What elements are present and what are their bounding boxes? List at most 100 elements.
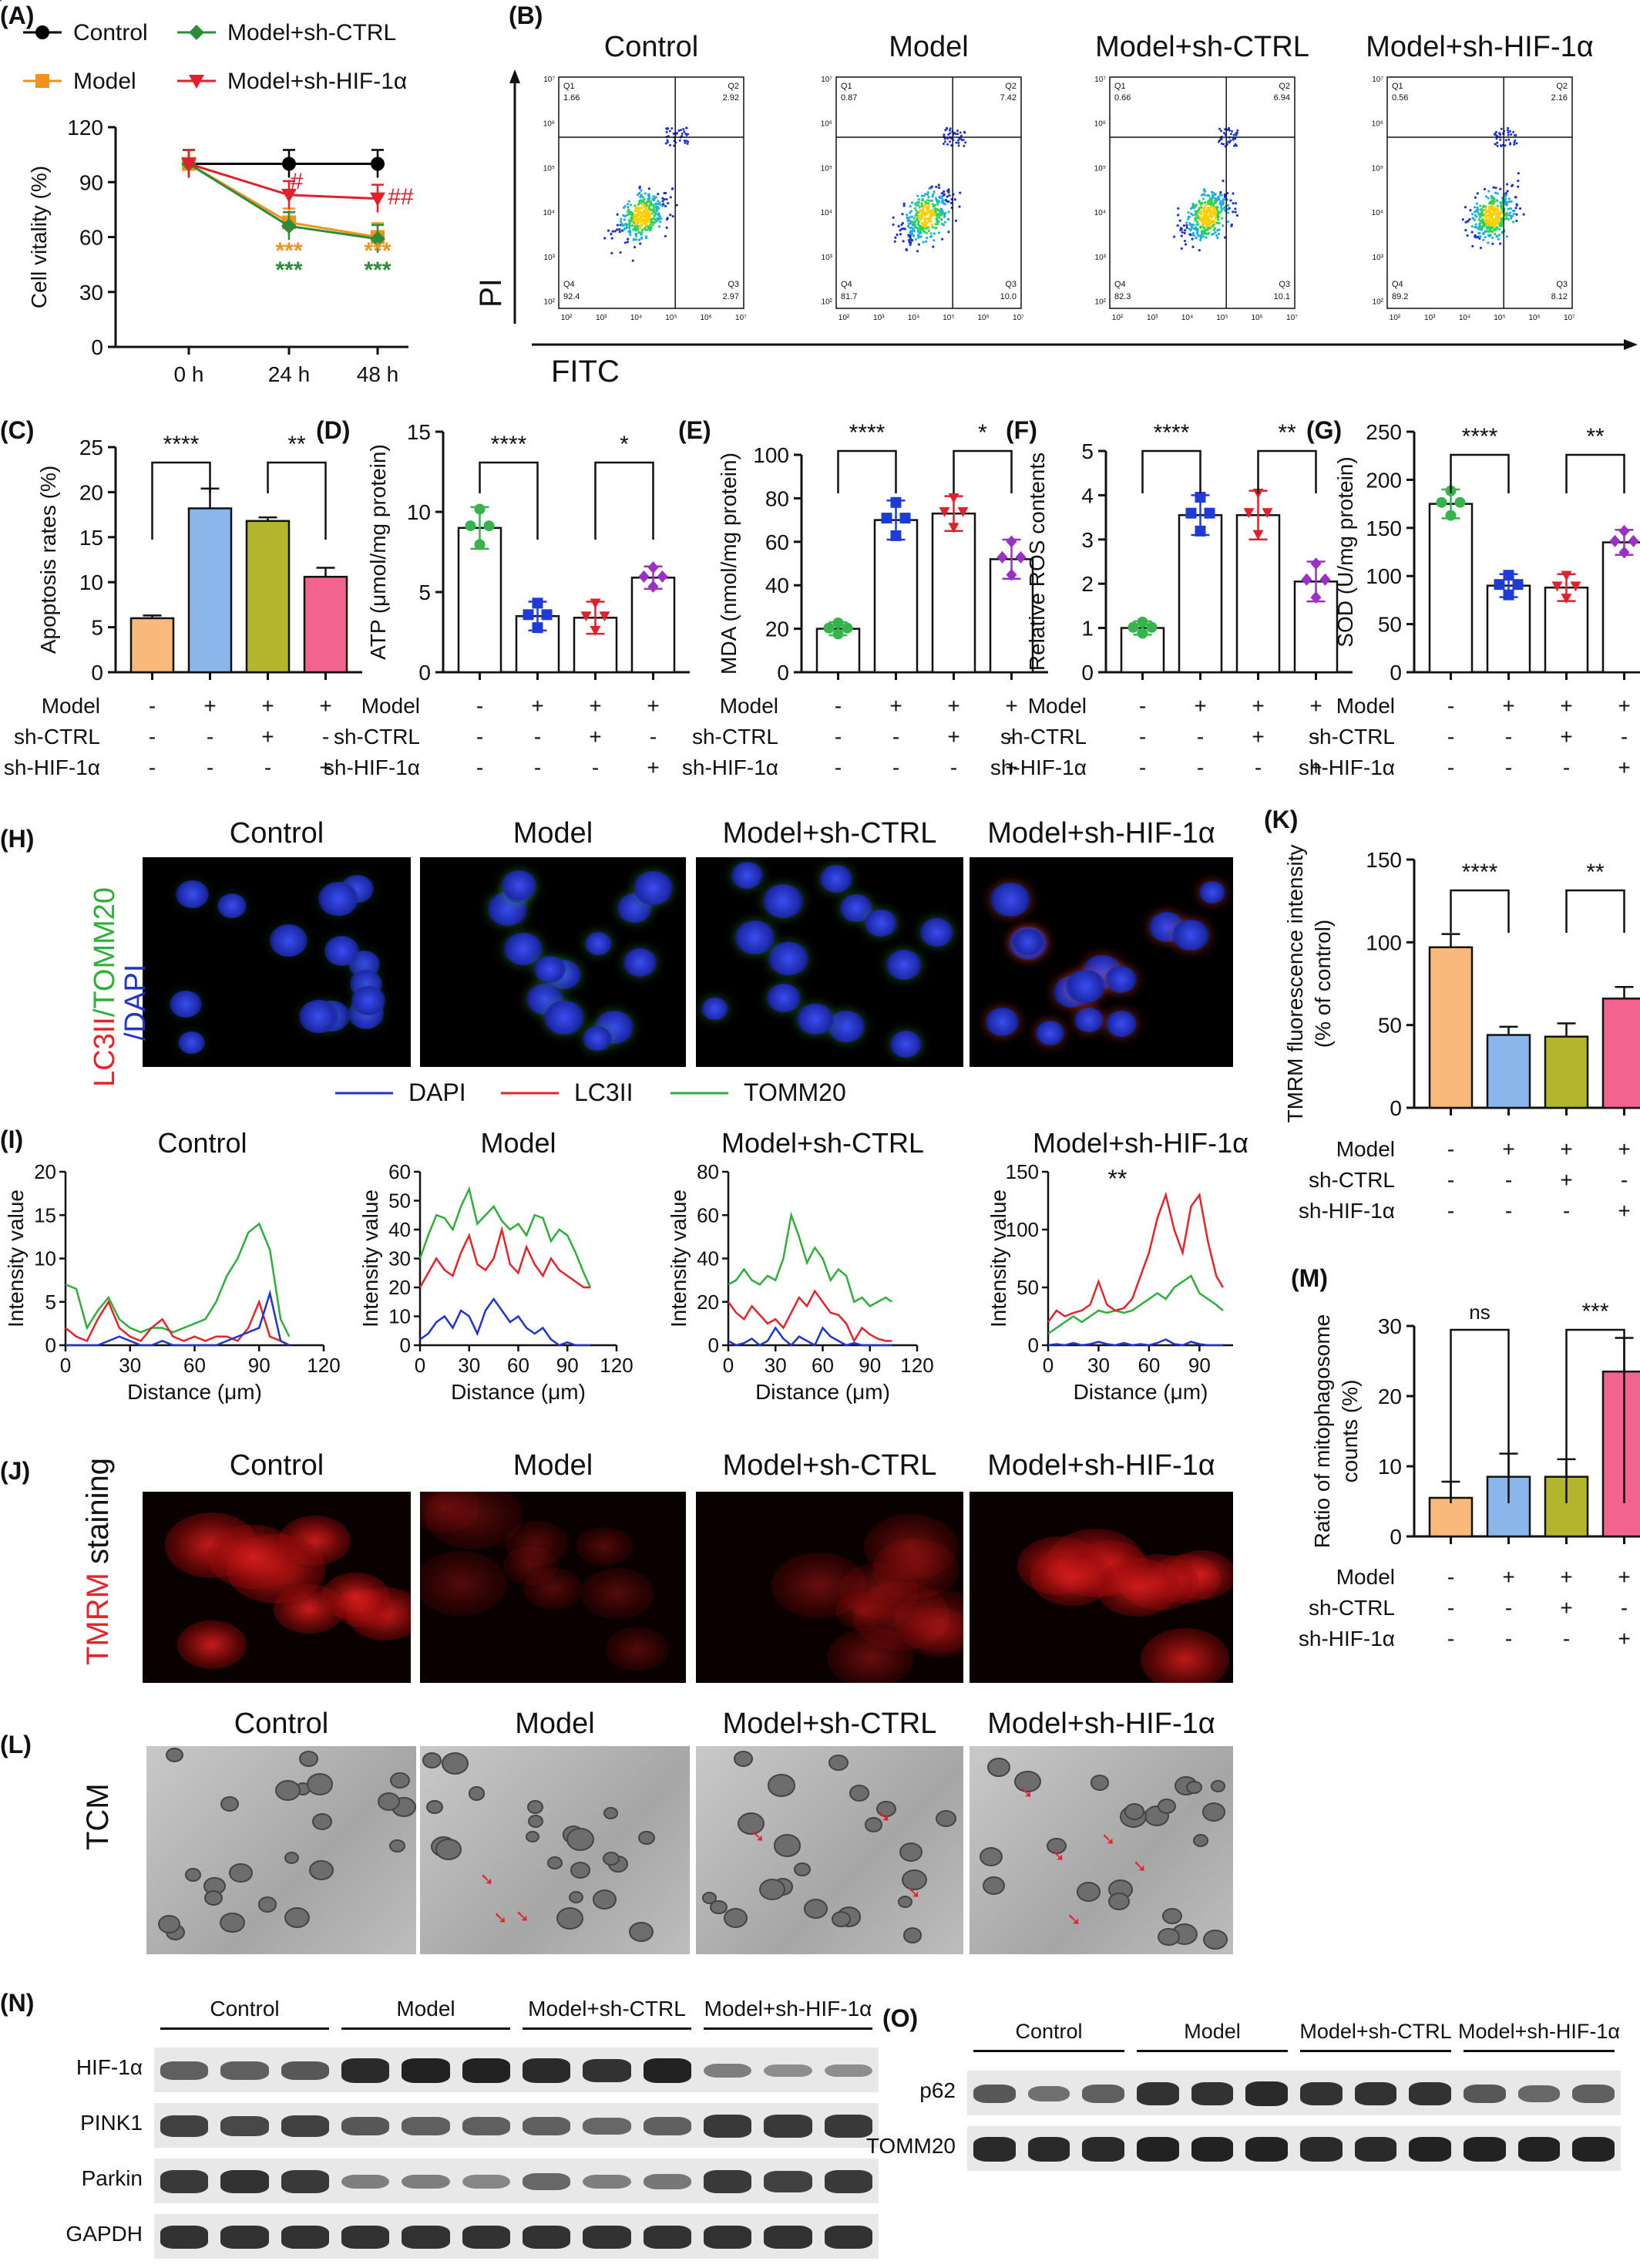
b-event xyxy=(643,210,646,214)
bar-g-dot xyxy=(1512,579,1524,591)
b-event xyxy=(638,238,641,241)
blot-group-line xyxy=(704,2027,872,2030)
cell-nucleus xyxy=(763,883,803,918)
b-event xyxy=(652,210,655,213)
bar-f-treat-label: sh-HIF-1α xyxy=(990,755,1087,779)
blot-group-header: Model xyxy=(1184,2020,1241,2043)
bar-k-treat-sign: + xyxy=(1618,1137,1630,1161)
cell-nucleus xyxy=(797,1003,834,1035)
bar-e-dot xyxy=(939,506,950,517)
b-event xyxy=(662,203,665,206)
bar-f-dot xyxy=(1252,530,1264,540)
blot-band xyxy=(1409,2081,1451,2106)
bar-d-ytick-label: 15 xyxy=(407,420,431,444)
blot-band xyxy=(402,2225,450,2249)
line-i-0-ytick-label: 10 xyxy=(34,1247,56,1270)
blot-band xyxy=(341,2225,390,2249)
a-ytick-label: 120 xyxy=(67,116,103,140)
blot-band xyxy=(462,2117,510,2135)
b-event xyxy=(623,214,627,218)
j-group-title: Model+sh-CTRL xyxy=(722,1449,937,1482)
bar-m-y-label: Ratio of mitophagosome xyxy=(1310,1314,1334,1549)
line-i-1-lc3ii-line xyxy=(418,1226,590,1289)
blot-row-label: TOMM20 xyxy=(865,2134,956,2158)
b-event xyxy=(611,230,614,233)
bar-d-dot xyxy=(541,609,553,621)
blot-band xyxy=(341,2058,390,2083)
b-event xyxy=(655,205,658,209)
bar-g-bar xyxy=(1601,541,1640,674)
bar-e-dot xyxy=(881,513,892,524)
bar-d-treat-label: sh-CTRL xyxy=(334,725,420,749)
cell-nucleus xyxy=(178,1031,205,1055)
bar-g-treat-sign: - xyxy=(1621,725,1628,749)
organelle xyxy=(734,1751,754,1768)
line-i-1-tomm20-line xyxy=(418,1186,592,1288)
blot-band xyxy=(341,2116,390,2136)
organelle xyxy=(603,1806,618,1819)
blot-row-label: Parkin xyxy=(81,2166,143,2190)
bar-g-treat-sign: + xyxy=(1618,755,1630,779)
tmrm-cell xyxy=(420,1551,507,1616)
h-group-title: Model+sh-CTRL xyxy=(722,817,937,850)
cell-nucleus xyxy=(318,882,358,916)
line-i-3-ytick-label: 0 xyxy=(1028,1334,1039,1357)
b-event xyxy=(912,227,915,231)
b-event xyxy=(646,200,649,204)
tmrm-cell xyxy=(504,1521,568,1566)
blot-band xyxy=(643,2174,691,2189)
blot-band xyxy=(973,2084,1016,2104)
line-i-3-x-label: Distance (μm) xyxy=(1074,1380,1208,1404)
blot-band xyxy=(824,2170,872,2193)
line-i-0-ytick-label: 5 xyxy=(45,1290,56,1314)
l-tcm-label: TCM xyxy=(81,1783,115,1850)
b-event xyxy=(654,210,657,214)
blot-band xyxy=(1245,2136,1288,2162)
bar-d-bracket xyxy=(479,461,539,540)
b-event xyxy=(636,193,640,197)
b-event xyxy=(916,231,919,234)
bar-c-treat-label: sh-CTRL xyxy=(14,725,100,749)
bar-e-treat-sign: - xyxy=(892,755,899,779)
bar-f-dot xyxy=(1252,488,1264,499)
b-event xyxy=(640,207,644,210)
blot-band xyxy=(1245,2081,1288,2106)
line-i-2-y-label: Intensity value xyxy=(667,1190,691,1327)
blot-group-line xyxy=(1137,2050,1288,2052)
line-i-1-ytick-label: 20 xyxy=(388,1276,411,1299)
organelle xyxy=(828,1754,849,1771)
bar-k-treat-label: sh-HIF-1α xyxy=(1299,1199,1395,1223)
b-event xyxy=(633,245,637,249)
blot-band xyxy=(1464,2084,1506,2104)
line-i-1-ytick-label: 10 xyxy=(388,1305,411,1328)
blot-band xyxy=(220,2115,269,2137)
panel-label-m: (M) xyxy=(1291,1264,1328,1292)
blot-band xyxy=(764,2064,812,2077)
cell-nucleus xyxy=(544,1000,584,1035)
b-y-tick: 10⁵ xyxy=(543,164,555,173)
mitophagosome-arrow-icon: ➘ xyxy=(1050,1845,1065,1865)
a-sig: *** xyxy=(364,238,391,264)
b-event xyxy=(639,220,642,224)
bar-e-dot xyxy=(890,496,902,508)
blot-group-line xyxy=(1300,2050,1451,2052)
blot-band xyxy=(1464,2136,1506,2162)
b-event xyxy=(666,127,669,130)
b-event xyxy=(640,224,643,227)
blot-band xyxy=(764,2115,812,2138)
bar-m-treat-sign: - xyxy=(1563,1627,1570,1651)
bar-e-ytick-label: 60 xyxy=(765,530,789,554)
i-legend-label: LC3II xyxy=(574,1078,633,1106)
b-event xyxy=(654,221,657,224)
b-event xyxy=(664,191,667,195)
b-event xyxy=(679,129,682,132)
bar-e-ytick-label: 40 xyxy=(765,574,789,597)
bar-m-ytick-label: 0 xyxy=(1390,1525,1402,1549)
bar-d-dot xyxy=(590,598,601,609)
bar-f-treat-sign: - xyxy=(1312,725,1319,749)
line-i-0-x-label: Distance (μm) xyxy=(127,1380,262,1404)
line-i-1-ytick-label: 50 xyxy=(388,1190,411,1213)
mitophagosome-arrow-icon: ➘ xyxy=(1067,1910,1081,1930)
organelle xyxy=(1185,1780,1203,1795)
bar-e-dot xyxy=(832,628,844,640)
